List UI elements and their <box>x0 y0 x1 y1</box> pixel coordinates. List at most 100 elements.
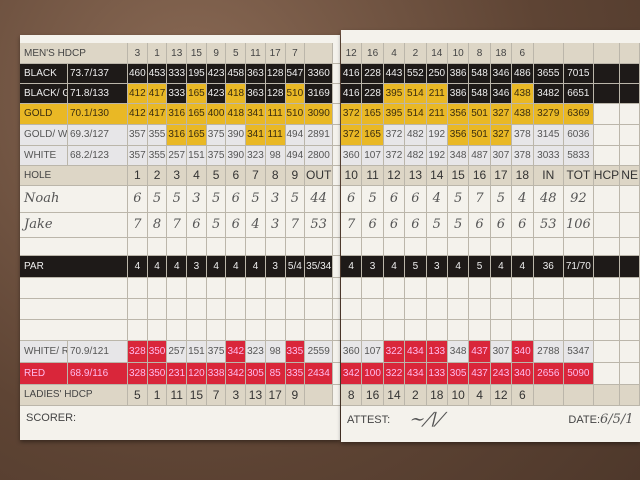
hole-cell[interactable] <box>128 319 148 340</box>
hole-cell[interactable] <box>469 319 491 340</box>
hole-cell[interactable] <box>362 298 384 319</box>
hole-cell[interactable] <box>128 237 148 255</box>
hole-cell[interactable] <box>187 319 207 340</box>
hole-cell[interactable] <box>405 298 427 319</box>
hole-cell[interactable] <box>286 277 306 298</box>
hole-cell[interactable]: 3 <box>266 212 286 237</box>
hole-cell[interactable]: 4 <box>427 185 448 212</box>
hole-cell[interactable]: 5 <box>427 212 448 237</box>
hole-cell[interactable] <box>427 298 448 319</box>
scorer-field[interactable]: SCORER: <box>20 405 340 430</box>
hole-cell[interactable] <box>148 319 168 340</box>
hole-cell[interactable] <box>405 237 427 255</box>
hole-cell[interactable]: 3 <box>266 185 286 212</box>
hole-cell[interactable] <box>341 298 363 319</box>
hole-cell[interactable]: 6 <box>128 185 148 212</box>
hole-cell[interactable] <box>266 319 286 340</box>
hole-cell[interactable]: 6 <box>341 185 363 212</box>
hole-cell[interactable] <box>512 237 534 255</box>
hole-cell[interactable] <box>187 298 207 319</box>
hole-cell[interactable] <box>167 298 188 319</box>
hole-cell[interactable] <box>226 298 247 319</box>
hole-cell[interactable] <box>207 277 227 298</box>
hole-cell[interactable]: 3 <box>187 185 207 212</box>
hole-cell[interactable] <box>286 319 306 340</box>
hole-cell[interactable] <box>266 237 286 255</box>
hole-cell[interactable]: 7 <box>128 212 148 237</box>
hole-cell[interactable] <box>427 319 448 340</box>
hole-cell[interactable] <box>207 298 227 319</box>
hole-cell[interactable]: 6 <box>226 185 247 212</box>
hole-cell[interactable] <box>512 298 534 319</box>
hole-cell[interactable] <box>246 319 266 340</box>
hole-cell[interactable]: 4 <box>246 212 266 237</box>
hole-cell[interactable] <box>226 237 247 255</box>
hole-cell[interactable] <box>405 277 427 298</box>
hole-cell[interactable]: 4 <box>512 185 534 212</box>
hole-cell[interactable]: 5 <box>448 185 470 212</box>
hole-cell[interactable] <box>427 237 448 255</box>
hole-cell[interactable]: 6 <box>226 212 247 237</box>
hole-cell[interactable]: 6 <box>362 212 384 237</box>
hole-cell[interactable] <box>167 319 188 340</box>
hole-cell[interactable]: 6 <box>491 212 513 237</box>
hole-cell[interactable] <box>469 237 491 255</box>
hole-cell[interactable]: 7 <box>469 185 491 212</box>
hole-cell[interactable] <box>246 237 266 255</box>
hole-cell[interactable] <box>148 298 168 319</box>
hole-cell[interactable]: 6 <box>512 212 534 237</box>
hole-cell[interactable] <box>448 277 470 298</box>
hole-cell[interactable] <box>207 237 227 255</box>
hole-cell[interactable] <box>362 237 384 255</box>
hole-cell[interactable]: 5 <box>362 185 384 212</box>
hole-cell[interactable] <box>427 277 448 298</box>
hole-cell[interactable]: 6 <box>384 185 406 212</box>
hole-cell[interactable] <box>226 277 247 298</box>
hole-cell[interactable] <box>187 277 207 298</box>
hole-cell[interactable] <box>226 319 247 340</box>
hole-cell[interactable]: 6 <box>405 185 427 212</box>
hole-cell[interactable] <box>246 298 266 319</box>
hole-cell[interactable] <box>491 237 513 255</box>
hole-cell[interactable] <box>491 298 513 319</box>
hole-cell[interactable] <box>148 277 168 298</box>
hole-cell[interactable]: 7 <box>341 212 363 237</box>
hole-cell[interactable] <box>286 298 306 319</box>
hole-cell[interactable] <box>167 277 188 298</box>
hole-cell[interactable]: 5 <box>448 212 470 237</box>
hole-cell[interactable] <box>384 298 406 319</box>
hole-cell[interactable] <box>341 319 363 340</box>
hole-cell[interactable] <box>448 237 470 255</box>
hole-cell[interactable]: 5 <box>207 185 227 212</box>
attest-field[interactable]: ATTEST: ~/\/ DATE: 6/5/1 <box>341 407 640 432</box>
hole-cell[interactable] <box>128 277 148 298</box>
hole-cell[interactable] <box>469 277 491 298</box>
hole-cell[interactable] <box>491 277 513 298</box>
hole-cell[interactable] <box>512 277 534 298</box>
hole-cell[interactable]: 6 <box>469 212 491 237</box>
hole-cell[interactable] <box>266 277 286 298</box>
hole-cell[interactable] <box>448 319 470 340</box>
hole-cell[interactable] <box>167 237 188 255</box>
hole-cell[interactable] <box>266 298 286 319</box>
hole-cell[interactable] <box>187 237 207 255</box>
hole-cell[interactable] <box>362 277 384 298</box>
hole-cell[interactable] <box>384 277 406 298</box>
hole-cell[interactable]: 5 <box>286 185 306 212</box>
hole-cell[interactable] <box>148 237 168 255</box>
hole-cell[interactable] <box>246 277 266 298</box>
hole-cell[interactable] <box>341 237 363 255</box>
hole-cell[interactable]: 7 <box>286 212 306 237</box>
hole-cell[interactable] <box>448 298 470 319</box>
hole-cell[interactable] <box>341 277 363 298</box>
hole-cell[interactable]: 5 <box>148 185 168 212</box>
hole-cell[interactable]: 6 <box>384 212 406 237</box>
hole-cell[interactable] <box>207 319 227 340</box>
hole-cell[interactable] <box>384 319 406 340</box>
hole-cell[interactable]: 5 <box>491 185 513 212</box>
hole-cell[interactable]: 6 <box>187 212 207 237</box>
hole-cell[interactable]: 5 <box>167 185 188 212</box>
hole-cell[interactable] <box>384 237 406 255</box>
hole-cell[interactable] <box>512 319 534 340</box>
hole-cell[interactable] <box>491 319 513 340</box>
